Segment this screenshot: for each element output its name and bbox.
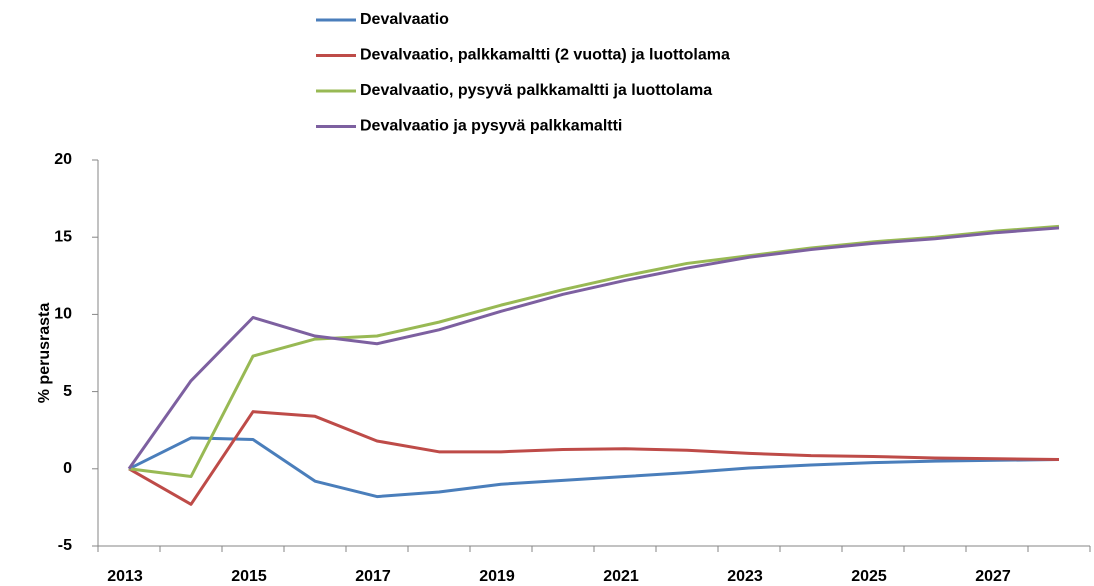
legend-label: Devalvaatio: [360, 11, 449, 28]
x-tick-label: 2027: [975, 568, 1011, 585]
series-line: [127, 226, 1060, 470]
x-tick-label: 2025: [851, 568, 887, 585]
x-tick-label: 2015: [231, 568, 267, 585]
x-tick-label: 2013: [107, 568, 143, 585]
legend-label: Devalvaatio, palkkamaltti (2 vuotta) ja …: [360, 47, 730, 64]
series-line: [128, 224, 1060, 479]
y-tick-label: 0: [63, 460, 72, 477]
y-tick-label: -5: [58, 537, 72, 554]
x-tick-label: 2019: [479, 568, 515, 585]
y-tick-label: 20: [54, 151, 72, 168]
x-tick-label: 2017: [355, 568, 391, 585]
x-tick-label: 2021: [603, 568, 639, 585]
y-tick-label: 10: [54, 306, 72, 323]
x-tick-label: 2023: [727, 568, 763, 585]
legend-label: Devalvaatio ja pysyvä palkkamaltti: [360, 118, 622, 135]
series-line: [128, 436, 1060, 499]
y-tick-label: 15: [54, 228, 72, 245]
y-axis-label: % perusrasta: [36, 303, 53, 404]
legend-label: Devalvaatio, pysyvä palkkamaltti ja luot…: [360, 82, 712, 99]
series-line: [128, 410, 1060, 506]
y-tick-label: 5: [63, 383, 72, 400]
